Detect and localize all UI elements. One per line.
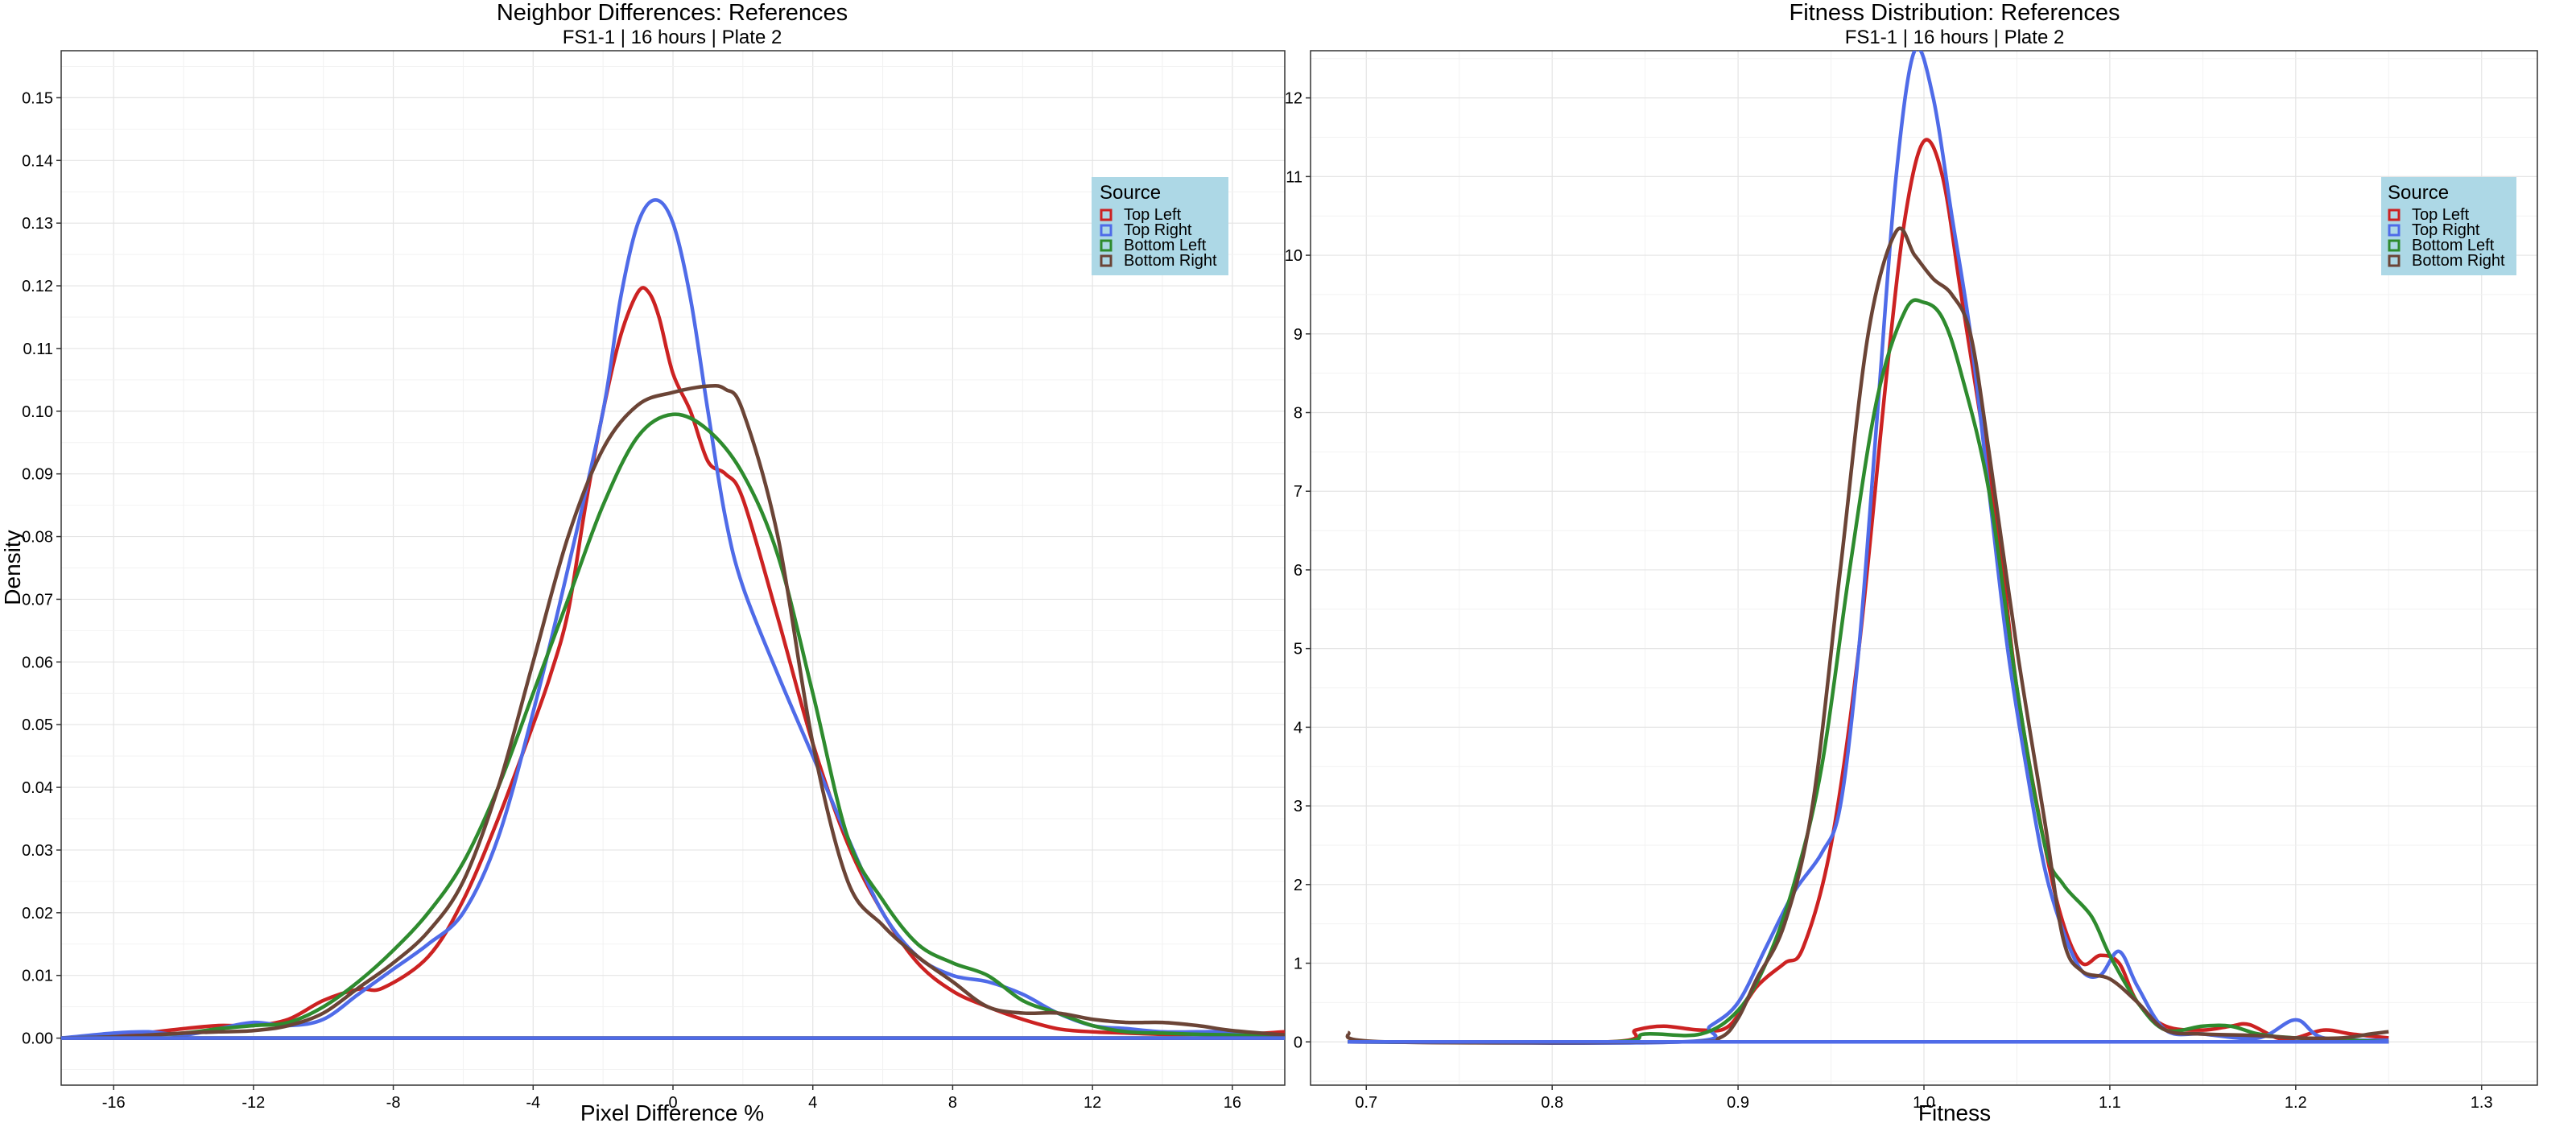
plot-area: -16 -12 -8 -4 0 4 8 12 16 0.00 0.01 0.02 0.03 0.04 0.0…: [22, 50, 1286, 1112]
y-tick-label: 0.07: [22, 591, 53, 609]
y-tick-label: 8: [1294, 405, 1302, 423]
legend-label-bottom-right: Bottom Right: [2412, 252, 2505, 270]
y-tick-label: 9: [1294, 326, 1302, 344]
legend-background: [1092, 177, 1228, 275]
x-tick-label: 1.2: [2285, 1094, 2307, 1112]
y-tick-label: 0.15: [22, 89, 53, 107]
y-tick-label: 0: [1294, 1034, 1302, 1051]
y-tick-label: 0.02: [22, 905, 53, 923]
y-tick-label: 0.10: [22, 403, 53, 421]
x-tick-label: 4: [808, 1094, 817, 1112]
y-tick-label: 0.09: [22, 466, 53, 484]
y-tick-label: 0.03: [22, 842, 53, 860]
y-tick-label: 5: [1294, 641, 1302, 658]
neighbor-differences-chart: Neighbor Differences: References FS1-1 |…: [0, 0, 1286, 1125]
fitness-distribution-chart: Fitness Distribution: References FS1-1 |…: [1285, 0, 2538, 1125]
series-line-top-right: [61, 198, 1285, 1040]
y-tick-label: 3: [1294, 798, 1302, 815]
y-tick-label: 0.14: [22, 152, 53, 170]
x-tick-label: -16: [102, 1094, 126, 1112]
x-axis-title: Fitness: [1918, 1100, 1991, 1125]
x-tick-label: 12: [1084, 1094, 1101, 1112]
x-tick-label: 1.3: [2471, 1094, 2493, 1112]
y-tick-label: 12: [1285, 90, 1302, 108]
legend-label-top-left: Top Left: [2412, 206, 2470, 224]
legend-label-bottom-left: Bottom Left: [1124, 237, 1207, 254]
y-tick-label: 11: [1286, 168, 1302, 186]
legend-label-top-left: Top Left: [1124, 206, 1182, 224]
legend: Source Top Left Top Right Bottom Left Bo…: [2381, 177, 2516, 275]
legend-title: Source: [2388, 182, 2449, 204]
series-group: [1345, 51, 2389, 1045]
legend-label-top-right: Top Right: [1124, 221, 1192, 239]
y-tick-label: 0.01: [22, 968, 53, 985]
legend: Source Top Left Top Right Bottom Left Bo…: [1092, 177, 1228, 275]
y-tick-label: 1: [1294, 956, 1302, 973]
legend-key-top-right: [2388, 224, 2401, 237]
legend-key-top-left: [1100, 208, 1113, 221]
x-tick-label: 0: [668, 1094, 677, 1112]
x-tick-label: 16: [1224, 1094, 1241, 1112]
y-tick-label: 0.11: [23, 341, 53, 358]
legend-label-bottom-right: Bottom Right: [1124, 252, 1217, 270]
legend-key-bottom-right: [1100, 254, 1113, 267]
x-tick-label: 0.9: [1727, 1094, 1749, 1112]
legend-key-bottom-left: [2388, 239, 2401, 252]
series-line-bottom-right: [1345, 226, 2389, 1045]
y-tick-label: 7: [1294, 483, 1302, 501]
y-tick-label: 0.06: [22, 654, 53, 671]
y-tick-label: 0.00: [22, 1030, 53, 1048]
legend-key-top-right: [1100, 224, 1113, 237]
legend-background: [2381, 177, 2516, 275]
x-tick-label: -4: [526, 1094, 540, 1112]
y-axis-title: Density: [0, 530, 25, 605]
x-tick-label: 0.7: [1355, 1094, 1377, 1112]
x-tick-label: -12: [242, 1094, 265, 1112]
y-tick-label: 10: [1285, 247, 1302, 265]
chart-title: Neighbor Differences: References: [497, 0, 848, 26]
chart-title: Fitness Distribution: References: [1790, 0, 2120, 26]
legend-label-top-right: Top Right: [2412, 221, 2480, 239]
x-tick-label: 8: [948, 1094, 957, 1112]
y-tick-label: 0.12: [22, 278, 53, 295]
x-axis-title: Pixel Difference %: [580, 1100, 764, 1125]
legend-label-bottom-left: Bottom Left: [2412, 237, 2495, 254]
y-tick-label: 0.13: [22, 215, 53, 233]
y-tick-label: 2: [1294, 877, 1302, 894]
legend-key-bottom-left: [1100, 239, 1113, 252]
x-tick-label: 1.1: [2099, 1094, 2121, 1112]
y-tick-label: 0.04: [22, 779, 53, 797]
y-tick-label: 4: [1294, 719, 1302, 737]
chart-subtitle: FS1-1 | 16 hours | Plate 2: [1845, 27, 2065, 48]
x-tick-label: 0.8: [1541, 1094, 1563, 1112]
y-tick-label: 6: [1294, 562, 1302, 580]
chart-subtitle: FS1-1 | 16 hours | Plate 2: [563, 27, 782, 48]
x-tick-label: 1.0: [1913, 1094, 1935, 1112]
series-line-top-right: [1348, 51, 2389, 1045]
x-tick-label: -8: [386, 1094, 401, 1112]
series-line-bottom-right: [61, 383, 1285, 1040]
series-group: [61, 198, 1285, 1040]
legend-key-bottom-right: [2388, 254, 2401, 267]
legend-title: Source: [1100, 182, 1161, 204]
legend-key-top-left: [2388, 208, 2401, 221]
y-tick-label: 0.08: [22, 529, 53, 547]
y-tick-label: 0.05: [22, 716, 53, 734]
